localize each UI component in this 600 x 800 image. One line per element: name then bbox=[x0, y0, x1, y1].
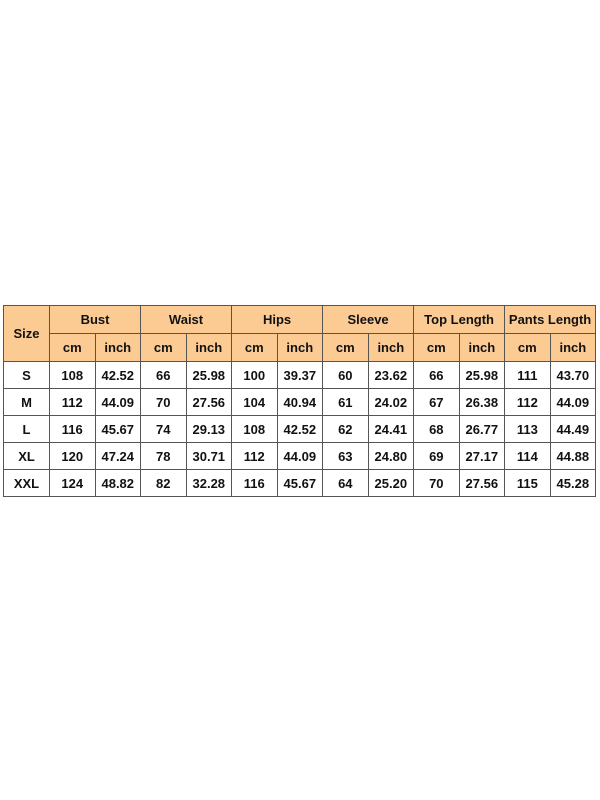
value-cell: 120 bbox=[49, 442, 96, 470]
value-cell: 61 bbox=[322, 388, 369, 416]
unit-header: cm bbox=[49, 333, 96, 362]
value-cell: 112 bbox=[49, 388, 96, 416]
value-cell: 62 bbox=[322, 415, 369, 443]
table-row: M 112 44.09 70 27.56 104 40.94 61 24.02 67 26.38 11… bbox=[3, 388, 597, 416]
value-cell: 66 bbox=[140, 361, 187, 389]
value-cell: 108 bbox=[231, 415, 278, 443]
value-cell: 44.09 bbox=[94, 388, 142, 416]
value-cell: 27.56 bbox=[185, 388, 233, 416]
size-cell: L bbox=[3, 415, 50, 443]
unit-header: inch bbox=[367, 333, 415, 362]
size-chart-table: Size Bust Waist Hips Sleeve Top Length Pants … bbox=[3, 305, 597, 497]
value-cell: 68 bbox=[413, 415, 460, 443]
value-cell: 42.52 bbox=[276, 415, 324, 443]
size-header: Size bbox=[3, 305, 50, 362]
table-row: L 116 45.67 74 29.13 108 42.52 62 24.41 68 26.77 11… bbox=[3, 415, 597, 443]
value-cell: 114 bbox=[504, 442, 551, 470]
value-cell: 23.62 bbox=[367, 361, 415, 389]
unit-header: cm bbox=[413, 333, 460, 362]
value-cell: 40.94 bbox=[276, 388, 324, 416]
value-cell: 45.67 bbox=[94, 415, 142, 443]
value-cell: 29.13 bbox=[185, 415, 233, 443]
value-cell: 43.70 bbox=[549, 361, 597, 389]
value-cell: 100 bbox=[231, 361, 278, 389]
value-cell: 25.98 bbox=[458, 361, 506, 389]
value-cell: 26.77 bbox=[458, 415, 506, 443]
value-cell: 39.37 bbox=[276, 361, 324, 389]
value-cell: 124 bbox=[49, 469, 96, 497]
table-row: XXL 124 48.82 82 32.28 116 45.67 64 25.20 70 27.56… bbox=[3, 469, 597, 497]
value-cell: 108 bbox=[49, 361, 96, 389]
value-cell: 47.24 bbox=[94, 442, 142, 470]
value-cell: 116 bbox=[231, 469, 278, 497]
value-cell: 45.28 bbox=[549, 469, 597, 497]
value-cell: 42.52 bbox=[94, 361, 142, 389]
size-cell: S bbox=[3, 361, 50, 389]
value-cell: 63 bbox=[322, 442, 369, 470]
value-cell: 30.71 bbox=[185, 442, 233, 470]
group-header: Sleeve bbox=[322, 305, 415, 334]
value-cell: 26.38 bbox=[458, 388, 506, 416]
unit-header: inch bbox=[458, 333, 506, 362]
unit-header: cm bbox=[231, 333, 278, 362]
group-header: Bust bbox=[48, 305, 142, 334]
group-header: Top Length bbox=[413, 305, 506, 334]
value-cell: 27.17 bbox=[458, 442, 506, 470]
value-cell: 44.09 bbox=[276, 442, 324, 470]
value-cell: 67 bbox=[413, 388, 460, 416]
value-cell: 66 bbox=[413, 361, 460, 389]
value-cell: 70 bbox=[413, 469, 460, 497]
group-header: Hips bbox=[231, 305, 324, 334]
value-cell: 25.98 bbox=[185, 361, 233, 389]
size-cell: XXL bbox=[3, 469, 50, 497]
value-cell: 45.67 bbox=[276, 469, 324, 497]
value-cell: 112 bbox=[504, 388, 551, 416]
value-cell: 74 bbox=[140, 415, 187, 443]
value-cell: 24.80 bbox=[367, 442, 415, 470]
value-cell: 70 bbox=[140, 388, 187, 416]
value-cell: 112 bbox=[231, 442, 278, 470]
size-cell: XL bbox=[3, 442, 50, 470]
unit-header: cm bbox=[504, 333, 551, 362]
unit-header: inch bbox=[185, 333, 233, 362]
value-cell: 113 bbox=[504, 415, 551, 443]
header-unit-row: cm inch cm inch cm inch cm inch cm inch cm inch bbox=[4, 333, 597, 362]
unit-header: inch bbox=[549, 333, 597, 362]
value-cell: 104 bbox=[231, 388, 278, 416]
group-header: Waist bbox=[140, 305, 233, 334]
table-row: S 108 42.52 66 25.98 100 39.37 60 23.62 66 25.98 11… bbox=[3, 361, 597, 389]
size-cell: M bbox=[3, 388, 50, 416]
value-cell: 24.02 bbox=[367, 388, 415, 416]
value-cell: 44.09 bbox=[549, 388, 597, 416]
header-group-row: Size Bust Waist Hips Sleeve Top Length Pants … bbox=[3, 305, 597, 362]
value-cell: 25.20 bbox=[367, 469, 415, 497]
value-cell: 44.49 bbox=[549, 415, 597, 443]
unit-header: inch bbox=[276, 333, 324, 362]
value-cell: 48.82 bbox=[94, 469, 142, 497]
unit-header: cm bbox=[140, 333, 187, 362]
value-cell: 116 bbox=[49, 415, 96, 443]
value-cell: 24.41 bbox=[367, 415, 415, 443]
value-cell: 111 bbox=[504, 361, 551, 389]
value-cell: 115 bbox=[504, 469, 551, 497]
value-cell: 78 bbox=[140, 442, 187, 470]
value-cell: 44.88 bbox=[549, 442, 597, 470]
value-cell: 27.56 bbox=[458, 469, 506, 497]
value-cell: 60 bbox=[322, 361, 369, 389]
unit-header: inch bbox=[94, 333, 142, 362]
table-row: XL 120 47.24 78 30.71 112 44.09 63 24.80 69 27.17 1… bbox=[3, 442, 597, 470]
value-cell: 64 bbox=[322, 469, 369, 497]
unit-header: cm bbox=[322, 333, 369, 362]
group-header: Pants Length bbox=[504, 305, 597, 334]
value-cell: 69 bbox=[413, 442, 460, 470]
value-cell: 82 bbox=[140, 469, 187, 497]
value-cell: 32.28 bbox=[185, 469, 233, 497]
